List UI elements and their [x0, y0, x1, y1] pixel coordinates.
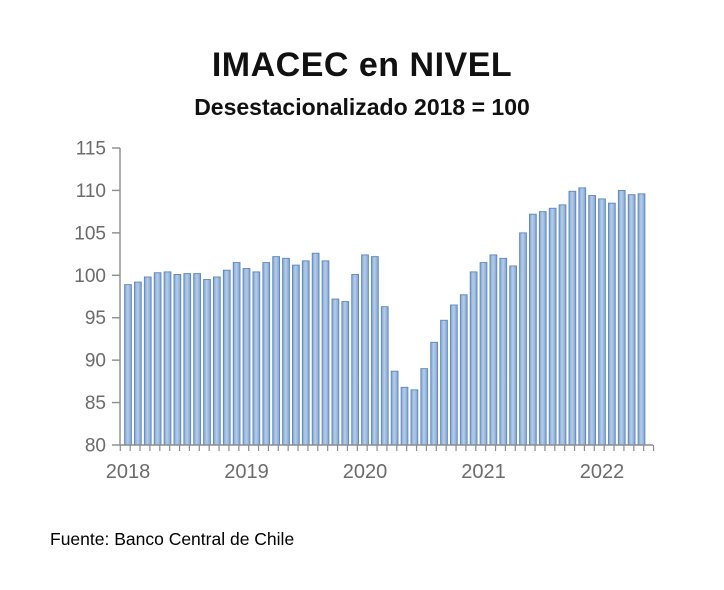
x-tick-label: 2018	[106, 461, 151, 483]
x-axis-labels: 2018 2019 2020 2021 2022	[106, 461, 625, 483]
bar-2020-06	[410, 389, 419, 446]
bar-2021-10	[568, 190, 577, 446]
bar-2022-03	[617, 189, 626, 446]
bar-2020-09	[440, 319, 448, 446]
bar-2019-07	[301, 260, 310, 446]
bar-2021-06	[529, 213, 537, 446]
x-tick-label: 2019	[224, 461, 269, 483]
chart-title: IMACEC en NIVEL	[211, 46, 513, 84]
bar-2018-01	[124, 284, 132, 446]
bar-2021-04	[509, 265, 517, 446]
x-tick-label: 2021	[461, 461, 506, 483]
bar-2021-12	[588, 195, 596, 446]
bar-2020-01	[361, 254, 369, 446]
bar-2018-09	[203, 279, 211, 446]
bar-2019-10	[331, 298, 340, 446]
bar-2019-01	[242, 268, 251, 446]
bar-2018-02	[134, 281, 142, 446]
bar-2019-08	[311, 252, 320, 446]
bar-2020-03	[380, 306, 389, 446]
bar-2022-01	[598, 198, 606, 446]
bar-2019-11	[341, 301, 350, 446]
y-tick-label: 100	[74, 266, 106, 287]
y-tick-label: 85	[85, 393, 106, 414]
bar-2019-09	[321, 260, 330, 446]
bar-2021-02	[489, 254, 498, 446]
bar-2021-05	[519, 232, 527, 446]
bar-2019-12	[351, 273, 359, 446]
bar-2020-10	[450, 304, 458, 446]
source-caption: Fuente: Banco Central de Chile	[50, 529, 295, 549]
bar-2020-12	[469, 271, 478, 446]
bar-2021-07	[538, 211, 547, 446]
x-tick-label: 2022	[580, 461, 625, 483]
bar-2018-05	[163, 271, 172, 446]
bar-2021-09	[558, 204, 567, 446]
bar-2021-03	[499, 257, 508, 446]
bar-2018-08	[193, 273, 201, 446]
bar-2018-03	[143, 276, 152, 446]
chart-subtitle: Desestacionalizado 2018 = 100	[194, 94, 530, 120]
y-tick-label: 90	[85, 351, 106, 372]
bar-2021-01	[479, 262, 488, 446]
y-tick-label: 110	[76, 181, 106, 202]
bar-2022-04	[627, 194, 636, 446]
bar-2021-11	[578, 187, 587, 446]
bar-2022-02	[608, 202, 616, 446]
bar-2020-04	[390, 370, 399, 446]
bar-2019-03	[262, 262, 271, 446]
bar-2020-05	[400, 386, 409, 446]
bar-2019-04	[272, 256, 280, 446]
bar-2019-02	[252, 271, 261, 446]
y-tick-label: 80	[85, 436, 106, 457]
bar-2020-08	[430, 341, 438, 446]
y-tick-label: 115	[76, 139, 106, 160]
y-tick-label: 95	[85, 308, 106, 329]
bar-2020-11	[459, 294, 468, 446]
bar-2020-02	[371, 256, 379, 446]
bar-2018-12	[232, 262, 241, 446]
bar-2018-11	[222, 269, 231, 446]
bar-2022-05	[637, 193, 646, 446]
bar-2020-07	[420, 368, 429, 446]
bar-2018-04	[153, 272, 162, 446]
bar-2018-06	[173, 273, 182, 446]
bar-2019-05	[282, 257, 290, 446]
bar-2021-08	[548, 207, 557, 446]
x-axis-ticks	[119, 445, 655, 451]
x-tick-label: 2020	[343, 461, 388, 483]
bar-2018-10	[213, 276, 221, 446]
bar-2019-06	[292, 264, 300, 446]
bar-2018-07	[183, 273, 192, 446]
bars-group	[124, 187, 646, 446]
y-tick-label: 105	[74, 223, 106, 244]
y-axis-ticks: 80 85 90 95 100 105 110 115	[74, 139, 120, 457]
